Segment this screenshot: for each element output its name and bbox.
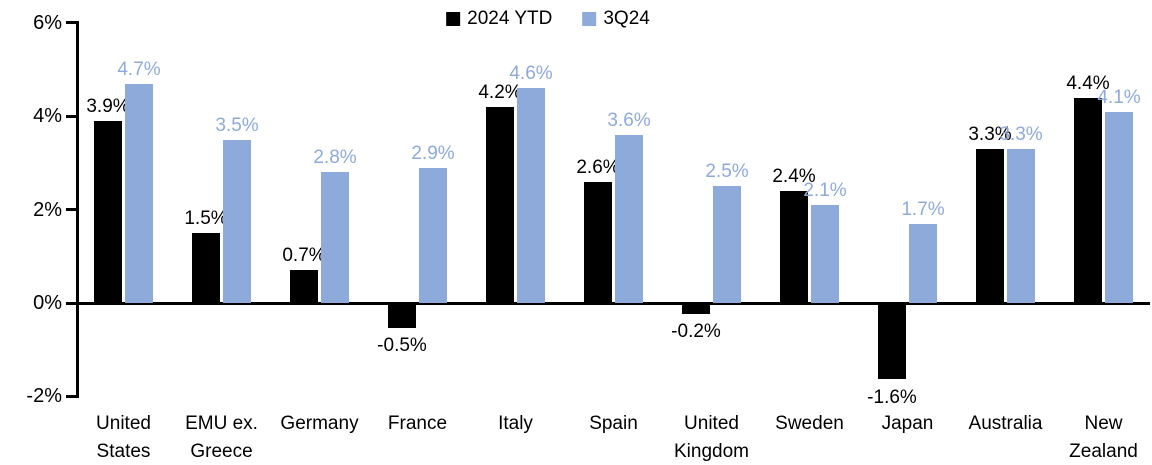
category-label-sweden: Sweden — [775, 413, 844, 434]
value-label-2024-ytd-spain: 2.6% — [576, 156, 620, 178]
value-label-3q24-sweden: 2.1% — [803, 179, 847, 201]
value-label-3q24-united-states: 4.7% — [117, 58, 161, 80]
value-label-2024-ytd-united-kingdom: -0.2% — [671, 321, 721, 343]
bar-3q24-emu-ex-greece — [223, 139, 251, 303]
value-label-2024-ytd-italy: 4.2% — [478, 81, 522, 103]
bar-3q24-united-kingdom — [713, 186, 741, 303]
y-axis-tick — [66, 208, 79, 212]
value-label-3q24-japan: 1.7% — [901, 198, 945, 220]
category-label-emu-ex-greece: EMU ex. Greece — [185, 413, 258, 462]
value-label-2024-ytd-australia: 3.3% — [968, 123, 1012, 145]
chart-legend: 2024 YTD 3Q24 — [446, 8, 650, 30]
legend-swatch-3q24-icon — [582, 12, 597, 26]
y-axis-tick-label: 2% — [33, 198, 62, 221]
y-axis-tick — [66, 394, 79, 398]
value-label-2024-ytd-japan: -1.6% — [867, 386, 917, 408]
bar-2024-ytd-emu-ex-greece — [192, 232, 220, 303]
legend-swatch-2024-ytd-icon — [446, 12, 461, 26]
bar-2024-ytd-sweden — [780, 190, 808, 303]
bar-2024-ytd-australia — [976, 148, 1004, 303]
legend-label-2024-ytd: 2024 YTD — [467, 8, 553, 29]
bar-2024-ytd-italy — [486, 106, 514, 303]
value-label-3q24-germany: 2.8% — [313, 147, 357, 169]
legend-item-2024-ytd: 2024 YTD — [446, 8, 552, 30]
y-axis-tick — [66, 114, 79, 118]
category-label-france: France — [387, 413, 448, 434]
bar-2024-ytd-united-kingdom — [682, 304, 710, 314]
category-label-united-kingdom: United Kingdom — [674, 413, 749, 462]
value-label-3q24-emu-ex-greece: 3.5% — [215, 114, 259, 136]
value-label-2024-ytd-united-states: 3.9% — [86, 95, 130, 117]
y-axis-tick — [66, 21, 79, 25]
bar-2024-ytd-new-zealand — [1074, 97, 1102, 303]
legend-label-3q24: 3Q24 — [603, 8, 650, 29]
category-label-united-states: United States — [96, 413, 151, 462]
bar-3q24-united-states — [125, 83, 153, 303]
category-label-new-zealand: New Zealand — [1069, 413, 1138, 462]
bar-3q24-france — [419, 167, 447, 303]
bar-2024-ytd-spain — [584, 181, 612, 303]
bar-3q24-italy — [517, 88, 545, 303]
category-label-australia: Australia — [968, 413, 1043, 434]
value-label-2024-ytd-emu-ex-greece: 1.5% — [184, 207, 228, 229]
y-axis-tick-label: -2% — [26, 385, 62, 408]
bar-3q24-australia — [1007, 148, 1035, 303]
y-axis-tick-label: 0% — [33, 292, 62, 314]
value-label-2024-ytd-germany: 0.7% — [282, 245, 326, 267]
value-label-3q24-australia: 3.3% — [999, 123, 1043, 145]
value-label-3q24-italy: 4.6% — [509, 63, 553, 85]
bar-2024-ytd-japan — [878, 304, 906, 380]
y-axis-tick-label: 6% — [33, 11, 62, 34]
legend-item-3q24: 3Q24 — [582, 8, 650, 30]
value-label-2024-ytd-sweden: 2.4% — [772, 165, 816, 187]
bar-2024-ytd-france — [388, 304, 416, 328]
category-label-germany: Germany — [280, 413, 359, 434]
bar-2024-ytd-united-states — [94, 120, 122, 303]
value-label-3q24-france: 2.9% — [411, 142, 455, 164]
category-label-italy: Italy — [498, 413, 533, 434]
category-label-japan: Japan — [881, 413, 934, 434]
value-label-2024-ytd-france: -0.5% — [377, 335, 427, 357]
value-label-2024-ytd-new-zealand: 4.4% — [1066, 72, 1110, 94]
value-label-3q24-united-kingdom: 2.5% — [705, 161, 749, 183]
category-label-spain: Spain — [589, 413, 638, 434]
bar-3q24-sweden — [811, 204, 839, 303]
bar-3q24-germany — [321, 172, 349, 303]
y-axis-tick-label: 4% — [33, 105, 62, 128]
bar-3q24-new-zealand — [1105, 111, 1133, 303]
y-axis-tick — [66, 301, 79, 305]
bar-3q24-japan — [909, 223, 937, 303]
x-axis-baseline — [76, 301, 1150, 305]
value-label-3q24-spain: 3.6% — [607, 109, 651, 131]
bar-3q24-spain — [615, 134, 643, 303]
value-label-3q24-new-zealand: 4.1% — [1097, 86, 1141, 108]
bar-2024-ytd-germany — [290, 270, 318, 303]
